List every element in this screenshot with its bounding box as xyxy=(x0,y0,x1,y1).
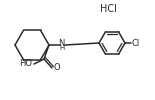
Text: O: O xyxy=(54,64,61,72)
Text: HCl: HCl xyxy=(100,4,116,14)
Text: Cl: Cl xyxy=(132,38,140,48)
Text: N: N xyxy=(58,39,65,48)
Text: HO: HO xyxy=(19,60,32,68)
Text: H: H xyxy=(59,46,64,52)
